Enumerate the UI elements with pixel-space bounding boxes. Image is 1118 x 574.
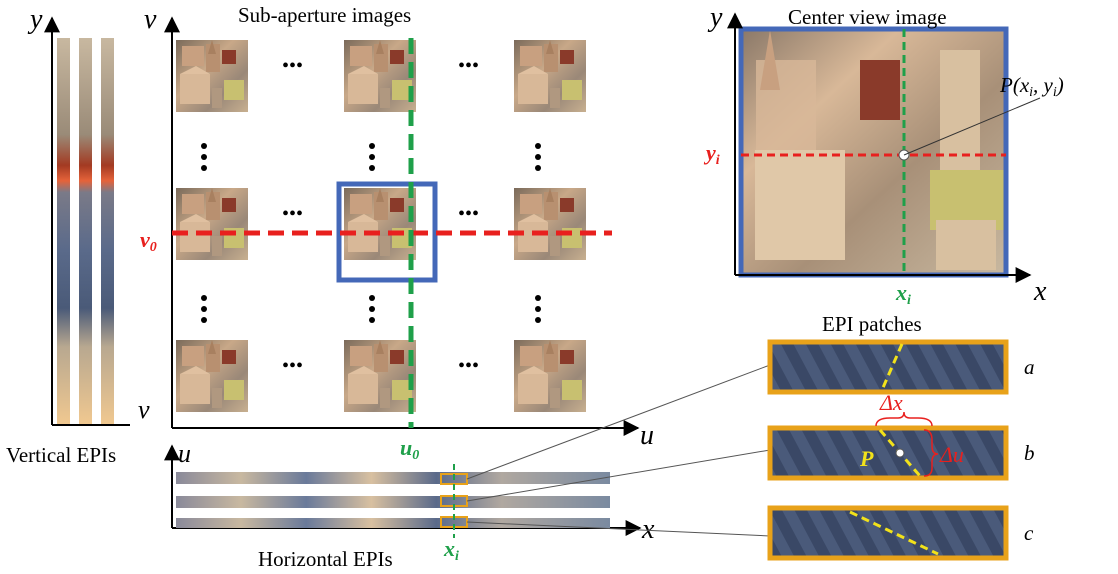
grid-v-label: v bbox=[144, 4, 157, 35]
epi-patch-b bbox=[767, 425, 1009, 481]
epi-patch-c bbox=[767, 505, 1009, 561]
sub-aperture-image bbox=[514, 340, 586, 412]
delta-u-label: Δu bbox=[939, 442, 964, 467]
vertical-epi-strip bbox=[101, 38, 114, 424]
horizontal-epi-x-label: x bbox=[641, 514, 655, 545]
ellipsis-horizontal: ••• bbox=[458, 55, 479, 77]
u0-label: u0 bbox=[400, 435, 419, 463]
horizontal-epis-title: Horizontal EPIs bbox=[258, 547, 393, 571]
patch-label-b: b bbox=[1024, 441, 1035, 465]
epi-patches: EPI patches a P Δx Δu b c bbox=[767, 312, 1035, 561]
p-label-epi: P bbox=[859, 446, 874, 471]
vertical-epis-title: Vertical EPIs bbox=[6, 443, 116, 467]
delta-x-label: Δx bbox=[879, 390, 903, 415]
xi-label-epi: xi bbox=[443, 536, 459, 564]
center-view-title: Center view image bbox=[788, 5, 947, 29]
ellipsis-horizontal: ••• bbox=[282, 203, 303, 225]
slope-line bbox=[849, 510, 939, 556]
ellipsis-horizontal: ••• bbox=[282, 55, 303, 77]
horizontal-epi-strip bbox=[176, 472, 610, 484]
point-leader bbox=[903, 97, 1041, 156]
yi-label: yi bbox=[703, 140, 720, 168]
sub-aperture-title: Sub-aperture images bbox=[238, 3, 411, 27]
v0-label: v0 bbox=[140, 227, 157, 255]
sub-aperture-image bbox=[514, 40, 586, 112]
patch-label-c: c bbox=[1024, 521, 1034, 545]
ellipsis-vertical bbox=[201, 143, 541, 323]
center-view: y x Center view image P(xi, yi) yi xi bbox=[703, 2, 1064, 308]
vertical-epi-v-label: v bbox=[138, 395, 150, 424]
center-view-highlight bbox=[336, 181, 438, 283]
horizontal-epi-strip bbox=[176, 518, 610, 528]
vertical-epi-strip bbox=[57, 38, 70, 424]
ellipsis-horizontal: ••• bbox=[458, 203, 479, 225]
point-label: P(xi, yi) bbox=[999, 73, 1064, 100]
point-p-epi bbox=[895, 448, 905, 458]
horizontal-epi-strip bbox=[176, 496, 610, 508]
sub-aperture-image bbox=[176, 188, 248, 260]
sub-aperture-image bbox=[344, 188, 416, 260]
epi-patch-a bbox=[767, 339, 1009, 395]
sub-aperture-image bbox=[176, 40, 248, 112]
sub-aperture-image bbox=[176, 340, 248, 412]
delta-u-brace bbox=[923, 429, 939, 477]
epi-patches-title: EPI patches bbox=[822, 312, 922, 336]
center-x-label: x bbox=[1033, 276, 1047, 307]
ellipsis-horizontal: ••• bbox=[282, 355, 303, 377]
slope-line bbox=[880, 343, 904, 391]
sub-aperture-image bbox=[344, 40, 416, 112]
sub-aperture-image bbox=[514, 188, 586, 260]
horizontal-epis: u x xi Horizontal EPIs bbox=[164, 439, 655, 571]
vertical-epis: y v Vertical EPIs bbox=[6, 4, 150, 467]
sub-aperture-grid: v u Sub-aperture images ••• ••• ••• ••• … bbox=[140, 3, 654, 463]
center-y-label: y bbox=[707, 2, 723, 33]
vertical-epi-y-label: y bbox=[27, 4, 43, 35]
ellipsis-horizontal: ••• bbox=[458, 355, 479, 377]
vertical-epi-strip bbox=[79, 38, 92, 424]
horizontal-epi-u-label: u bbox=[178, 439, 191, 468]
delta-x-brace bbox=[875, 411, 933, 427]
patch-connectors bbox=[466, 364, 771, 537]
sub-aperture-image bbox=[344, 340, 416, 412]
xi-label-center: xi bbox=[895, 280, 911, 308]
grid-u-label: u bbox=[640, 420, 654, 451]
patch-label-a: a bbox=[1024, 355, 1035, 379]
